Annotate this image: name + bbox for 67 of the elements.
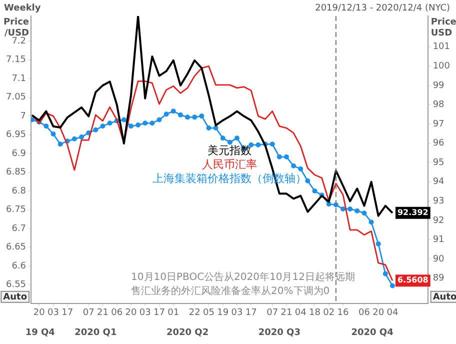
y2-tick-label: 93 xyxy=(432,196,444,207)
x-tick-label: 02 xyxy=(323,308,335,318)
y-tick-label: 6.55 xyxy=(6,280,26,290)
y2-tick-label: 98 xyxy=(432,100,445,110)
x-tick-label: 03 xyxy=(139,308,151,318)
y2-tick-label: 94 xyxy=(432,177,445,188)
y2-tick-label: 97 xyxy=(432,119,444,130)
x-tick-label: 01 xyxy=(168,308,180,318)
y2-tick-label: 89 xyxy=(432,274,445,284)
y-tick-label: 6.75 xyxy=(6,205,26,216)
x-tick-label: 17 xyxy=(62,308,74,318)
chart-title: Weekly xyxy=(4,3,41,14)
x-tick-label: 19 xyxy=(217,308,229,318)
x-tick-label: 20 xyxy=(125,308,137,318)
y2-tick-label: 99 xyxy=(432,80,445,91)
x-tick-label: 04 xyxy=(386,308,398,318)
x-tick-label: 07 xyxy=(82,308,94,318)
y2-tick-label: 92 xyxy=(432,216,444,226)
chart-subtitle: 2019/12/13 - 2020/12/4 (NYC) xyxy=(315,3,450,14)
x-tick-label: 04 xyxy=(294,308,307,318)
y2-tick-label: 90 xyxy=(432,254,445,264)
y-tick-label: 6.9 xyxy=(12,148,26,159)
x-tick-label: 17 xyxy=(154,308,165,318)
x2-tick-label: 19 Q4 xyxy=(25,328,55,338)
x-tick-label: 17 xyxy=(245,308,257,318)
x-tick-label: 21 xyxy=(96,308,108,318)
x-tick-label: 22 xyxy=(188,308,200,318)
x-tick-label: 20 xyxy=(372,308,384,318)
y2-tick-label: 96 xyxy=(432,138,445,149)
y2-tick-label: 91 xyxy=(432,235,444,246)
x-tick-label: 21 xyxy=(280,308,292,318)
x2-tick-label: 2020 Q1 xyxy=(74,328,117,338)
y-tick-label: 7.1 xyxy=(12,74,26,84)
x-tick-label: 16 xyxy=(337,308,350,318)
x-tick-label: 06 xyxy=(358,308,370,318)
y-tick-label: 6.85 xyxy=(6,168,26,178)
y2-tick-label: 100 xyxy=(432,61,450,72)
y2-axis-title: Price USD xyxy=(430,17,456,38)
y-tick-label: 7 xyxy=(20,111,26,122)
y-tick-label: 6.95 xyxy=(6,130,26,140)
data-label: 6.5608 xyxy=(397,276,429,285)
x-tick-label: 05 xyxy=(203,308,214,318)
y-axis-title: Price /USD xyxy=(3,17,30,38)
x-tick-label: 03 xyxy=(48,308,59,318)
text: Auto xyxy=(432,292,456,303)
y-tick-label: 6.6 xyxy=(12,261,26,272)
x2-tick-label: 2020 Q4 xyxy=(351,328,394,338)
x-tick-label: 20 xyxy=(33,308,46,318)
x-tick-label: 06 xyxy=(111,308,123,318)
y2-tick-label: 95 xyxy=(432,158,444,168)
y-tick-label: 7.15 xyxy=(6,55,26,66)
x-tick-label: 18 xyxy=(309,308,321,318)
text: Auto xyxy=(3,292,28,303)
y-tick-label: 7.2 xyxy=(12,36,26,46)
annotation: 10月10日PBOC公告从2020年10月12日起将远期售汇业务的外汇风险准备金率从20%下调为0 xyxy=(131,270,355,297)
y2-tick-label: 101 xyxy=(432,42,450,52)
x-tick-label: 03 xyxy=(231,308,243,318)
series-label: 美元指数 xyxy=(207,144,252,157)
text: 人民币汇率 xyxy=(202,158,257,171)
y-tick-label: 6.65 xyxy=(6,242,26,253)
y-tick-label: 6.7 xyxy=(12,224,26,234)
x2-tick-label: 2020 Q2 xyxy=(166,328,209,338)
y-tick-label: 6.8 xyxy=(12,186,26,196)
x2-tick-label: 2020 Q3 xyxy=(258,328,300,338)
x-tick-label: 07 xyxy=(266,308,278,318)
y-tick-label: 7.05 xyxy=(6,92,26,103)
data-label: 92.392 xyxy=(397,208,428,217)
